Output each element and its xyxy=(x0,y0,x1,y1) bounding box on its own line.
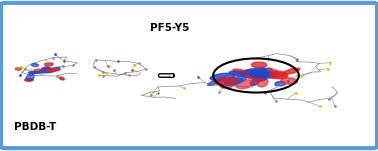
Ellipse shape xyxy=(246,74,262,80)
Ellipse shape xyxy=(233,69,253,76)
Text: PF5-Y5: PF5-Y5 xyxy=(150,23,189,33)
Ellipse shape xyxy=(42,67,50,71)
Ellipse shape xyxy=(25,79,33,81)
Ellipse shape xyxy=(250,74,266,81)
FancyArrowPatch shape xyxy=(160,75,172,76)
Ellipse shape xyxy=(284,68,300,74)
Ellipse shape xyxy=(229,71,245,76)
Ellipse shape xyxy=(210,73,234,80)
Ellipse shape xyxy=(15,68,21,70)
Ellipse shape xyxy=(46,69,60,71)
Ellipse shape xyxy=(255,68,272,78)
Ellipse shape xyxy=(47,67,60,73)
Ellipse shape xyxy=(269,71,286,77)
Ellipse shape xyxy=(255,72,273,77)
Ellipse shape xyxy=(275,82,285,86)
Ellipse shape xyxy=(257,77,268,87)
Ellipse shape xyxy=(208,77,226,85)
Ellipse shape xyxy=(250,68,266,77)
Ellipse shape xyxy=(26,74,34,80)
Ellipse shape xyxy=(34,69,42,72)
Ellipse shape xyxy=(281,78,297,84)
Ellipse shape xyxy=(246,69,261,75)
Ellipse shape xyxy=(39,68,53,73)
Ellipse shape xyxy=(31,64,39,67)
Ellipse shape xyxy=(28,72,41,73)
Ellipse shape xyxy=(254,77,262,82)
Ellipse shape xyxy=(230,72,254,77)
Ellipse shape xyxy=(266,72,288,79)
Ellipse shape xyxy=(240,70,254,76)
Ellipse shape xyxy=(214,78,237,85)
Ellipse shape xyxy=(250,79,259,85)
Ellipse shape xyxy=(45,63,53,66)
Ellipse shape xyxy=(254,72,276,78)
Text: PBDB-T: PBDB-T xyxy=(14,122,56,132)
Ellipse shape xyxy=(236,80,253,89)
Ellipse shape xyxy=(59,77,64,80)
FancyArrowPatch shape xyxy=(160,75,172,76)
Ellipse shape xyxy=(251,74,271,78)
Ellipse shape xyxy=(259,69,277,76)
Ellipse shape xyxy=(225,78,243,84)
Ellipse shape xyxy=(251,62,267,68)
Ellipse shape xyxy=(220,78,237,88)
Ellipse shape xyxy=(225,76,246,85)
Ellipse shape xyxy=(241,70,256,78)
